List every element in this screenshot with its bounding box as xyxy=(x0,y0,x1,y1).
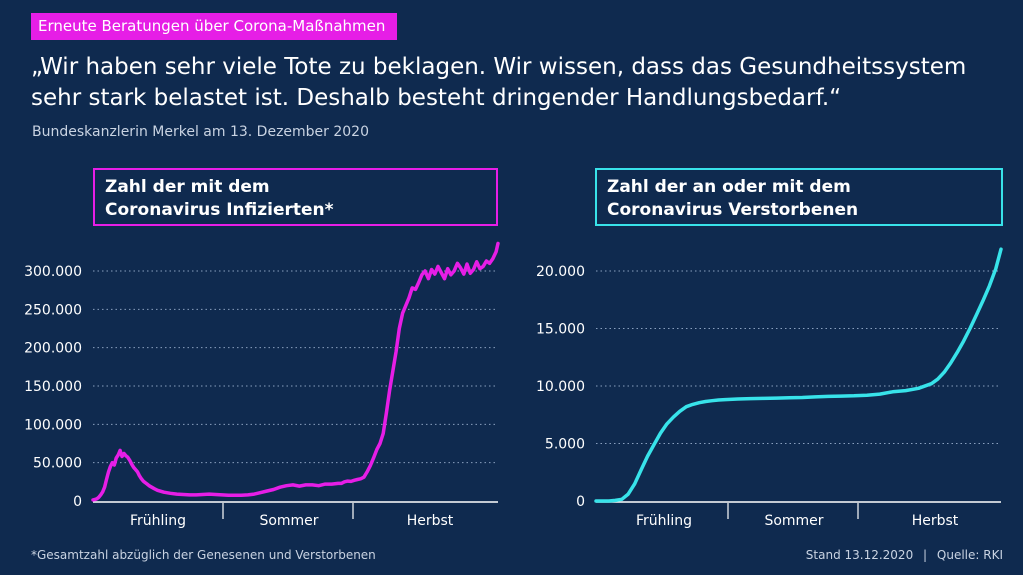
y-tick-label: 200.000 xyxy=(24,341,82,357)
quelle: Quelle: RKI xyxy=(936,548,1003,562)
y-tick-label: 100.000 xyxy=(24,417,82,433)
chart-title-infected-line2: Coronavirus Infizierten* xyxy=(105,200,334,220)
series-line xyxy=(594,247,1003,503)
y-tick-label: 15.000 xyxy=(536,322,585,338)
chart-infected: 0 50.000 100.000 150.000 200.000 250.000 300.0… xyxy=(24,241,500,529)
chart-title-deaths-line2: Coronavirus Verstorbenen xyxy=(607,200,859,220)
quote-headline: „Wir haben sehr viele Tote zu beklagen. … xyxy=(31,54,967,111)
y-tick-label: 150.000 xyxy=(24,379,82,395)
y-tick-label: 0 xyxy=(576,494,585,510)
category-label: Sommer xyxy=(259,513,318,529)
source-credit: Stand 13.12.2020 | Quelle: RKI xyxy=(806,548,1003,562)
y-tick-label: 300.000 xyxy=(24,264,82,280)
series-line xyxy=(91,241,500,502)
chart-title-deaths: Zahl der an oder mit dem Coronavirus Ver… xyxy=(595,168,1003,226)
chart-title-infected-line1: Zahl der mit dem xyxy=(105,177,270,197)
y-tick-label: 50.000 xyxy=(33,456,82,472)
category-label: Herbst xyxy=(407,513,454,529)
y-tick-label: 10.000 xyxy=(536,379,585,395)
category-label: Frühling xyxy=(636,513,692,529)
footnote: *Gesamtzahl abzüglich der Genesenen und … xyxy=(31,548,376,562)
category-label: Frühling xyxy=(130,513,186,529)
stand-date: Stand 13.12.2020 xyxy=(805,548,914,562)
category-label: Herbst xyxy=(912,513,959,529)
y-tick-label: 0 xyxy=(73,494,82,510)
y-tick-label: 5.000 xyxy=(545,437,585,453)
chart-title-infected: Zahl der mit dem Coronavirus Infizierten… xyxy=(93,168,498,226)
y-tick-label: 20.000 xyxy=(536,264,585,280)
category-label: Sommer xyxy=(764,513,823,529)
chart-deaths: 0 5.000 10.000 15.000 20.000 Frühling Sommer He… xyxy=(536,247,1003,529)
quote-attribution: Bundeskanzlerin Merkel am 13. Dezember 2… xyxy=(32,124,369,140)
chart-title-deaths-line1: Zahl der an oder mit dem xyxy=(607,177,851,197)
topic-tag: Erneute Beratungen über Corona-Maßnahmen xyxy=(31,13,398,40)
y-tick-label: 250.000 xyxy=(24,302,82,318)
credit-separator: | xyxy=(923,548,928,562)
